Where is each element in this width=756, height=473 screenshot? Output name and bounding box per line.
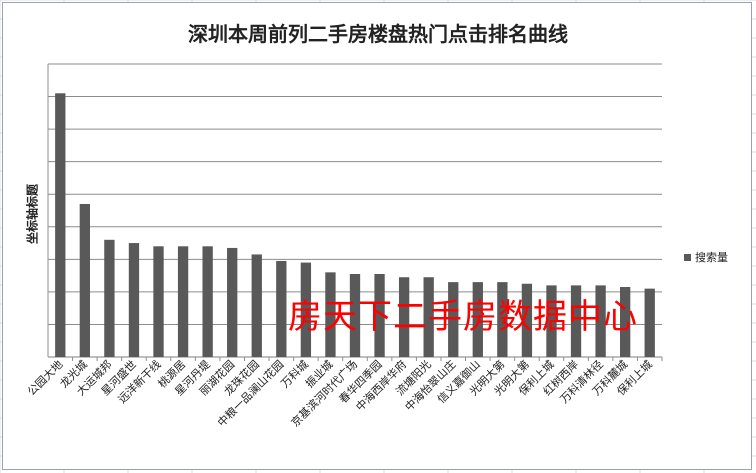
bar: [570, 285, 582, 357]
legend-label: 搜索量: [695, 251, 728, 264]
bar: [300, 262, 312, 357]
bar: [276, 260, 287, 357]
bar: [644, 288, 655, 357]
bar: [423, 277, 434, 357]
bar: [448, 282, 459, 357]
bar: [325, 272, 336, 357]
bar: [472, 282, 483, 357]
bar: [55, 93, 66, 358]
bar: [349, 273, 361, 357]
bar: [104, 239, 115, 357]
bar: [177, 246, 189, 357]
bar: [398, 277, 410, 357]
bar: [202, 246, 213, 357]
legend-swatch: [684, 253, 691, 261]
chart-title: 深圳本周前列二手房楼盘热门点击排名曲线: [188, 22, 568, 46]
bar: [153, 246, 164, 357]
bar: [128, 243, 140, 357]
bar: [227, 247, 238, 357]
bar: [497, 282, 508, 357]
bar: [251, 254, 262, 357]
bar: [374, 273, 385, 357]
watermark: 房天下二手房数据中心: [288, 297, 638, 337]
x-tick-label: 公园大地: [24, 357, 65, 398]
bar: [546, 285, 557, 357]
bar: [79, 203, 90, 357]
bar: [595, 285, 606, 357]
bar: [620, 287, 631, 357]
bar: [521, 283, 533, 357]
legend: 搜索量: [684, 249, 728, 265]
